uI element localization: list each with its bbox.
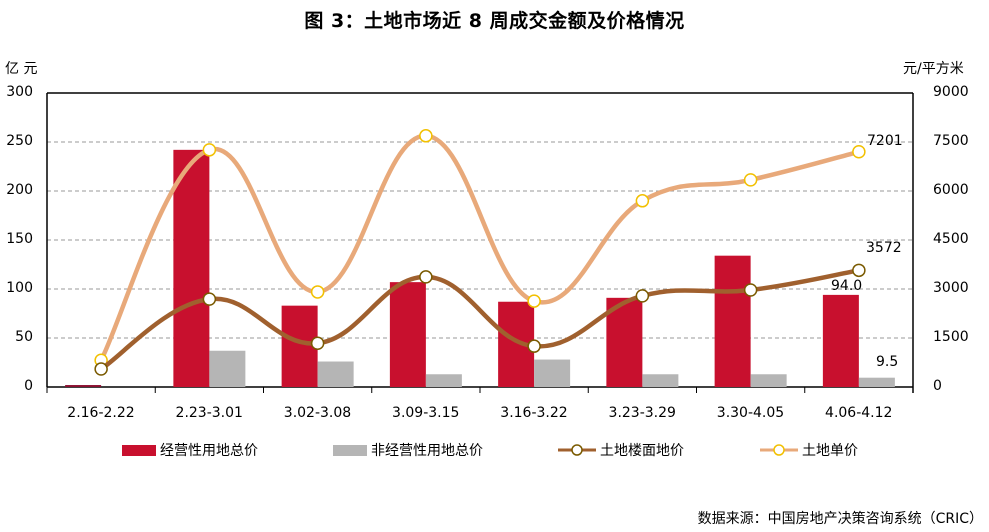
bar-noncommercial xyxy=(317,361,354,387)
right-axis-tick-label: 6000 xyxy=(933,182,969,198)
line-marker xyxy=(635,289,650,303)
x-axis-category-label: 3.09-3.15 xyxy=(392,405,460,421)
chart-title: 图 3：土地市场近 8 周成交金额及价格情况 xyxy=(304,10,685,32)
right-axis-unit: 元/平方米 xyxy=(903,61,964,77)
right-axis-tick-label: 0 xyxy=(933,378,942,394)
line-floor-price xyxy=(98,268,862,372)
right-axis-tick-label: 1500 xyxy=(933,329,969,345)
legend-item-commercial: 经营性用地总价 xyxy=(122,440,258,460)
x-axis-category-label: 4.06-4.12 xyxy=(825,405,893,421)
bar-noncommercial xyxy=(209,350,246,387)
legend-line-marker-icon xyxy=(558,444,596,456)
left-axis-tick-label: 0 xyxy=(24,378,33,394)
x-axis-category-label: 2.23-3.01 xyxy=(175,405,243,421)
legend-swatch-red xyxy=(122,444,156,456)
data-label-unit-last: 7201 xyxy=(867,133,903,149)
right-axis-tick-label: 4500 xyxy=(933,231,969,247)
bar-commercial xyxy=(606,297,643,387)
data-label-bar-last: 94.0 xyxy=(831,278,863,294)
left-axis-tick-label: 100 xyxy=(6,280,33,296)
legend-label: 非经营性用地总价 xyxy=(371,443,483,459)
x-axis-category-label: 3.16-3.22 xyxy=(500,405,568,421)
line-marker xyxy=(419,270,433,284)
line-marker xyxy=(310,336,325,350)
x-axis-category-label: 3.02-3.08 xyxy=(283,405,352,421)
line-marker xyxy=(635,194,650,208)
line-marker xyxy=(852,263,866,278)
legend-item-unit-price: 土地单价 xyxy=(760,440,858,460)
right-axis-tick-label: 7500 xyxy=(933,133,969,149)
legend-label: 土地单价 xyxy=(802,443,858,459)
x-axis-category-label: 2.16-2.22 xyxy=(67,405,135,421)
line-marker xyxy=(743,283,758,297)
line-marker xyxy=(202,292,217,306)
right-axis-tick-label: 9000 xyxy=(933,84,969,100)
legend-item-noncommercial: 非经营性用地总价 xyxy=(333,440,483,460)
line-marker xyxy=(94,362,108,376)
bar-commercial xyxy=(389,282,426,387)
line-marker xyxy=(527,339,541,353)
left-axis-tick-label: 250 xyxy=(6,133,33,149)
left-axis-tick-label: 200 xyxy=(6,182,33,198)
bar-commercial xyxy=(714,255,751,387)
legend-item-floor-price: 土地楼面地价 xyxy=(558,440,684,460)
legend-label: 土地楼面地价 xyxy=(600,443,684,459)
line-marker xyxy=(310,285,325,299)
left-axis-tick-label: 150 xyxy=(6,231,33,247)
data-source: 数据来源：中国房地产决策咨询系统（CRIC） xyxy=(697,511,983,527)
bar-commercial xyxy=(65,385,102,387)
legend-line-marker-icon xyxy=(760,444,798,456)
bar-noncommercial xyxy=(750,374,787,387)
bar-noncommercial xyxy=(425,374,462,387)
line-marker xyxy=(202,143,217,157)
data-label-floor-last: 3572 xyxy=(866,240,902,256)
right-axis-tick-label: 3000 xyxy=(933,280,969,296)
left-axis-tick-label: 300 xyxy=(6,84,33,100)
line-marker xyxy=(743,173,758,187)
line-marker xyxy=(527,294,541,308)
line-marker xyxy=(419,129,433,143)
bar-noncommercial xyxy=(642,374,679,387)
bar-noncommercial xyxy=(858,377,895,387)
legend-swatch-grey xyxy=(333,444,367,456)
x-axis-category-label: 3.30-4.05 xyxy=(716,405,785,421)
bar-commercial xyxy=(173,149,210,387)
x-axis-category-label: 3.23-3.29 xyxy=(608,405,676,421)
bar-commercial xyxy=(822,294,859,387)
legend-label: 经营性用地总价 xyxy=(160,443,258,459)
data-label-grey-last: 9.5 xyxy=(876,354,899,370)
left-axis-tick-label: 50 xyxy=(15,329,33,345)
bar-commercial xyxy=(281,305,318,387)
line-marker xyxy=(852,145,866,159)
bar-noncommercial xyxy=(534,359,571,387)
left-axis-unit: 亿 元 xyxy=(5,61,38,77)
